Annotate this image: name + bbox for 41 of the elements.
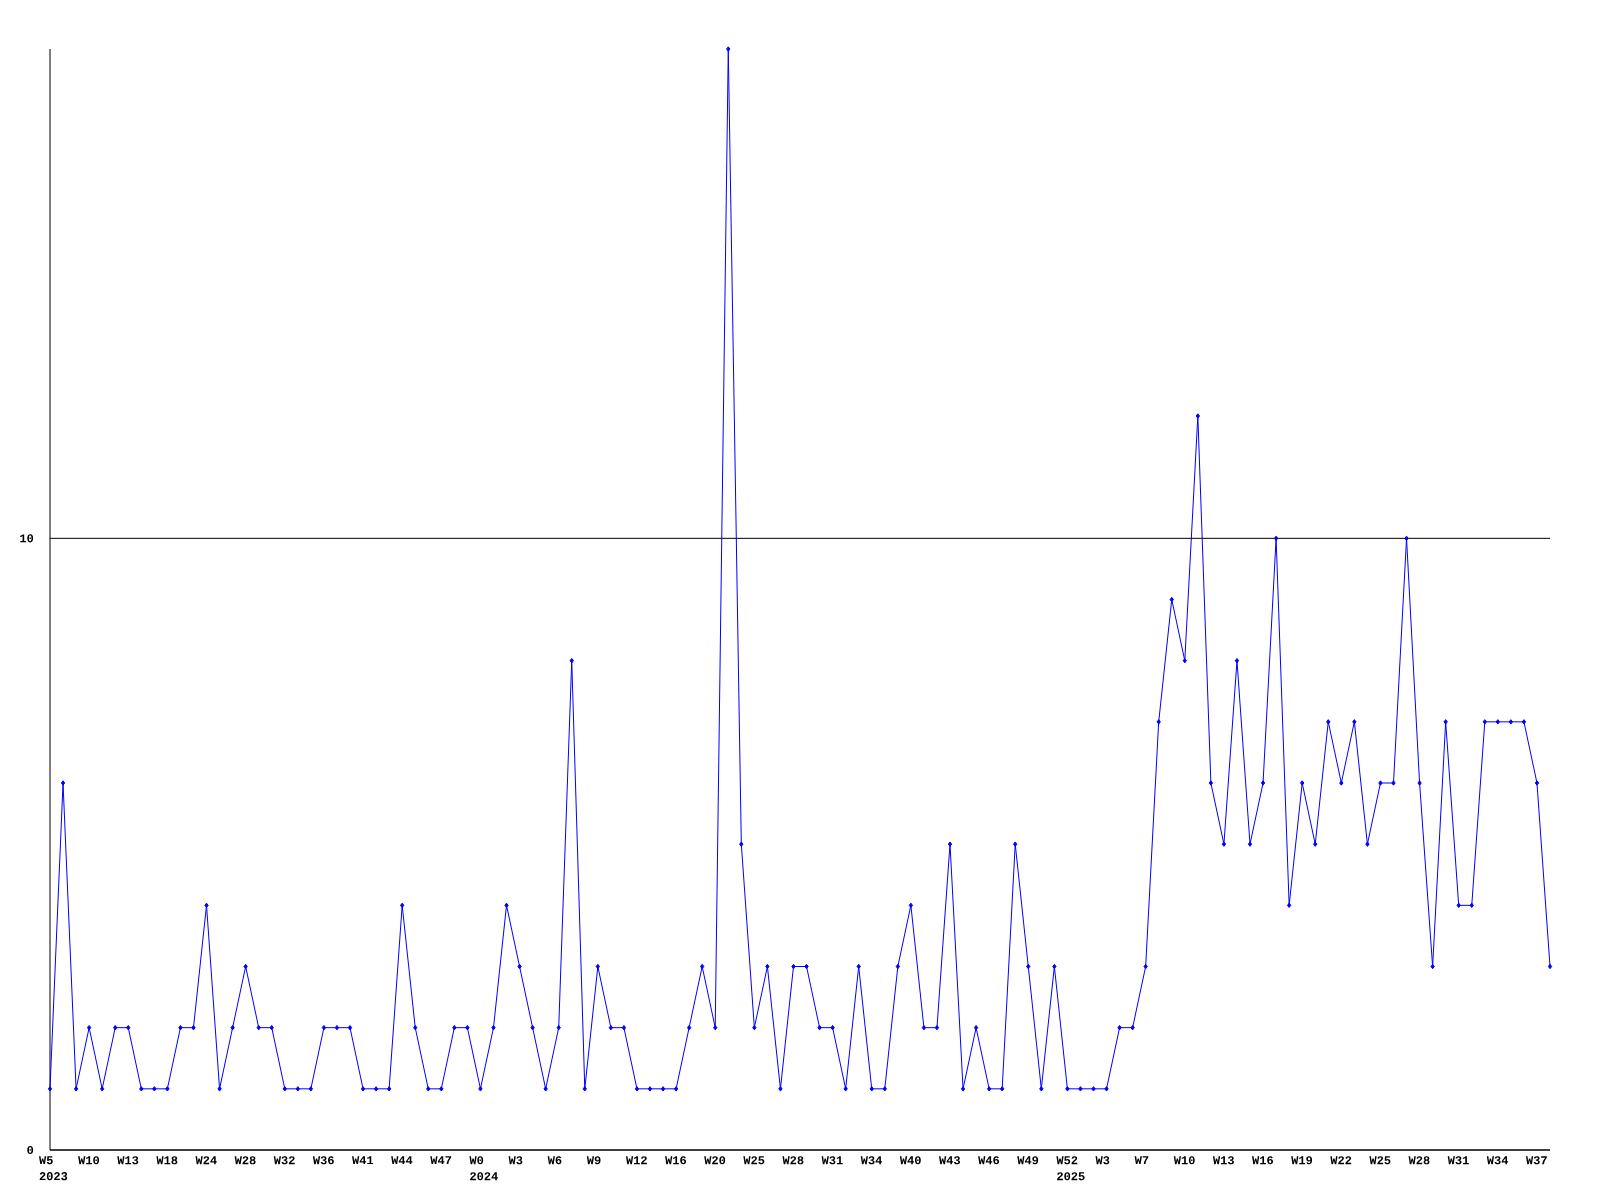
y-tick-label: 10 [20, 534, 34, 543]
x-tick-label: W5 2023 [39, 1156, 68, 1181]
x-tick-label: W47 [430, 1156, 452, 1165]
x-tick-label: W37 [1525, 1156, 1547, 1165]
x-tick-label: W3 [508, 1156, 523, 1165]
x-tick-label: W13 [1212, 1156, 1234, 1165]
x-tick-label: W36 [312, 1156, 334, 1165]
x-tick-label: W3 [1095, 1156, 1110, 1165]
x-tick-label: W43 [939, 1156, 960, 1165]
x-tick-label: W44 [391, 1156, 413, 1165]
y-tick-label: 0 [27, 1145, 34, 1155]
x-tick-label: W13 [117, 1156, 139, 1165]
x-tick-label: W40 [899, 1156, 921, 1165]
x-tick-label: W16 [1252, 1156, 1273, 1165]
x-tick-label: W31 [1447, 1156, 1469, 1165]
x-tick-label: W10 [78, 1156, 100, 1165]
x-tick-label: W28 [782, 1156, 804, 1165]
x-tick-label: W7 [1134, 1156, 1149, 1165]
x-tick-label: W25 [1369, 1156, 1391, 1165]
x-tick-label: W49 [1017, 1156, 1039, 1165]
x-tick-label: W28 [1408, 1156, 1430, 1165]
x-tick-label: W34 [860, 1156, 882, 1165]
x-tick-label: W16 [665, 1156, 687, 1165]
x-tick-label: W12 [625, 1156, 647, 1165]
x-tick-label: W32 [273, 1156, 295, 1165]
x-tick-label: W9 [586, 1156, 601, 1165]
x-tick-label: W41 [352, 1156, 374, 1165]
x-tick-label: W25 [743, 1156, 765, 1165]
x-tick-label: W18 [156, 1156, 178, 1165]
x-tick-label: W6 [547, 1156, 562, 1165]
x-tick-label: W22 [1330, 1156, 1352, 1165]
x-tick-label: W20 [704, 1156, 726, 1165]
x-tick-label: W52 2025 [1056, 1156, 1085, 1181]
x-tick-label: W46 [978, 1156, 1000, 1165]
x-tick-label: W28 [234, 1156, 256, 1165]
x-tick-label: W24 [195, 1156, 217, 1165]
x-tick-label: W19 [1291, 1156, 1313, 1165]
x-tick-label: W31 [821, 1156, 843, 1165]
x-tick-label: W10 [1173, 1156, 1195, 1165]
x-tick-label: W0 2024 [469, 1156, 498, 1181]
x-tick-label: W34 [1486, 1156, 1509, 1165]
